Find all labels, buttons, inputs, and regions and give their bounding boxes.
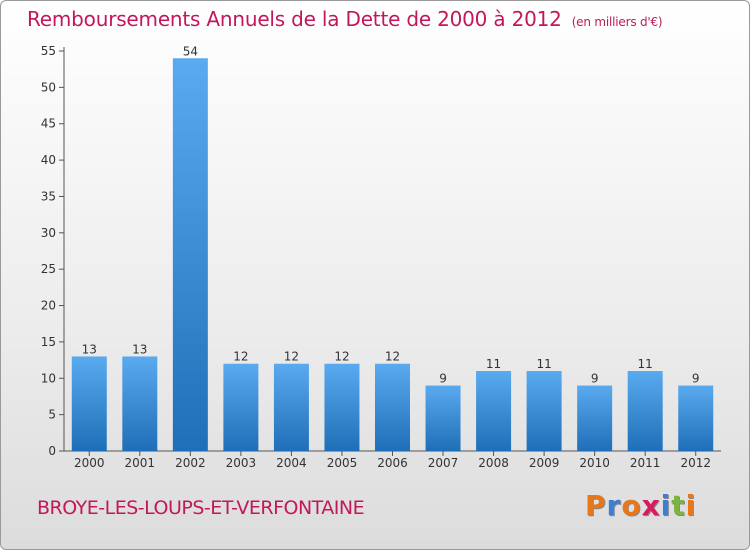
y-tick-label: 50: [41, 80, 56, 94]
value-label: 12: [233, 350, 248, 364]
chart-unit-label: (en milliers d'€): [571, 15, 663, 29]
x-tick-label: 2009: [529, 456, 560, 470]
y-tick-label: 35: [41, 189, 56, 203]
x-tick-label: 2001: [125, 456, 156, 470]
value-label: 12: [385, 350, 400, 364]
bar-2003: [223, 363, 259, 451]
y-tick-label: 10: [41, 371, 56, 385]
value-label: 13: [132, 342, 147, 356]
y-tick-label: 55: [41, 44, 56, 58]
y-tick-label: 15: [41, 335, 56, 349]
bar-2007: [425, 385, 461, 451]
value-label: 13: [82, 342, 97, 356]
logo-letter: i: [685, 489, 697, 522]
value-label: 54: [183, 44, 198, 58]
x-tick-label: 2004: [276, 456, 307, 470]
axes: 0 5 10 15 20 25 30 35 40 45 50 55: [41, 44, 721, 458]
x-tick-label: 2002: [175, 456, 206, 470]
value-label: 11: [536, 357, 551, 371]
bars: [71, 58, 714, 451]
y-tick-label: 25: [41, 262, 56, 276]
value-label: 9: [591, 372, 599, 386]
y-tick-label: 30: [41, 226, 56, 240]
bar-2010: [577, 385, 613, 451]
bar-2000: [71, 356, 107, 451]
logo-letter: r: [606, 489, 622, 522]
x-tick-label: 2000: [74, 456, 105, 470]
bar-2005: [324, 363, 360, 451]
commune-name: BROYE-LES-LOUPS-ET-VERFONTAINE: [37, 497, 365, 519]
chart-title-text: Remboursements Annuels de la Dette de 20…: [27, 7, 562, 31]
x-tick-label: 2012: [680, 456, 711, 470]
bar-2001: [122, 356, 158, 451]
logo-letter: t: [671, 489, 686, 522]
y-tick-label: 20: [41, 299, 56, 313]
logo-letter: i: [660, 489, 672, 522]
bar-2009: [526, 371, 562, 451]
x-tick-label: 2005: [327, 456, 358, 470]
value-label: 12: [334, 350, 349, 364]
labels: 2000 13 2001 13 2002 54 2003 12 2004 12 2005 12 2006…: [74, 44, 711, 470]
x-tick-label: 2003: [226, 456, 257, 470]
logo-letter: P: [585, 489, 607, 522]
y-tick-label: 0: [48, 444, 56, 458]
value-label: 11: [486, 357, 501, 371]
bar-2008: [476, 371, 512, 451]
x-tick-label: 2006: [377, 456, 408, 470]
chart-title: Remboursements Annuels de la Dette de 20…: [27, 7, 663, 31]
bar-2002: [172, 58, 208, 451]
value-label: 11: [638, 357, 653, 371]
bar-2004: [273, 363, 309, 451]
bar-2012: [678, 385, 714, 451]
y-tick-label: 5: [48, 408, 56, 422]
proxiti-logo[interactable]: Proxiti: [585, 489, 696, 522]
value-label: 9: [439, 372, 447, 386]
logo-letter: o: [621, 489, 642, 522]
y-tick-label: 40: [41, 153, 56, 167]
x-tick-label: 2008: [478, 456, 509, 470]
x-tick-label: 2011: [630, 456, 661, 470]
logo-letter: x: [641, 489, 661, 522]
y-tick-label: 45: [41, 117, 56, 131]
bar-2011: [627, 371, 663, 451]
x-tick-label: 2010: [579, 456, 610, 470]
bar-2006: [375, 363, 410, 451]
value-label: 9: [692, 372, 700, 386]
x-tick-label: 2007: [428, 456, 459, 470]
value-label: 12: [284, 350, 299, 364]
